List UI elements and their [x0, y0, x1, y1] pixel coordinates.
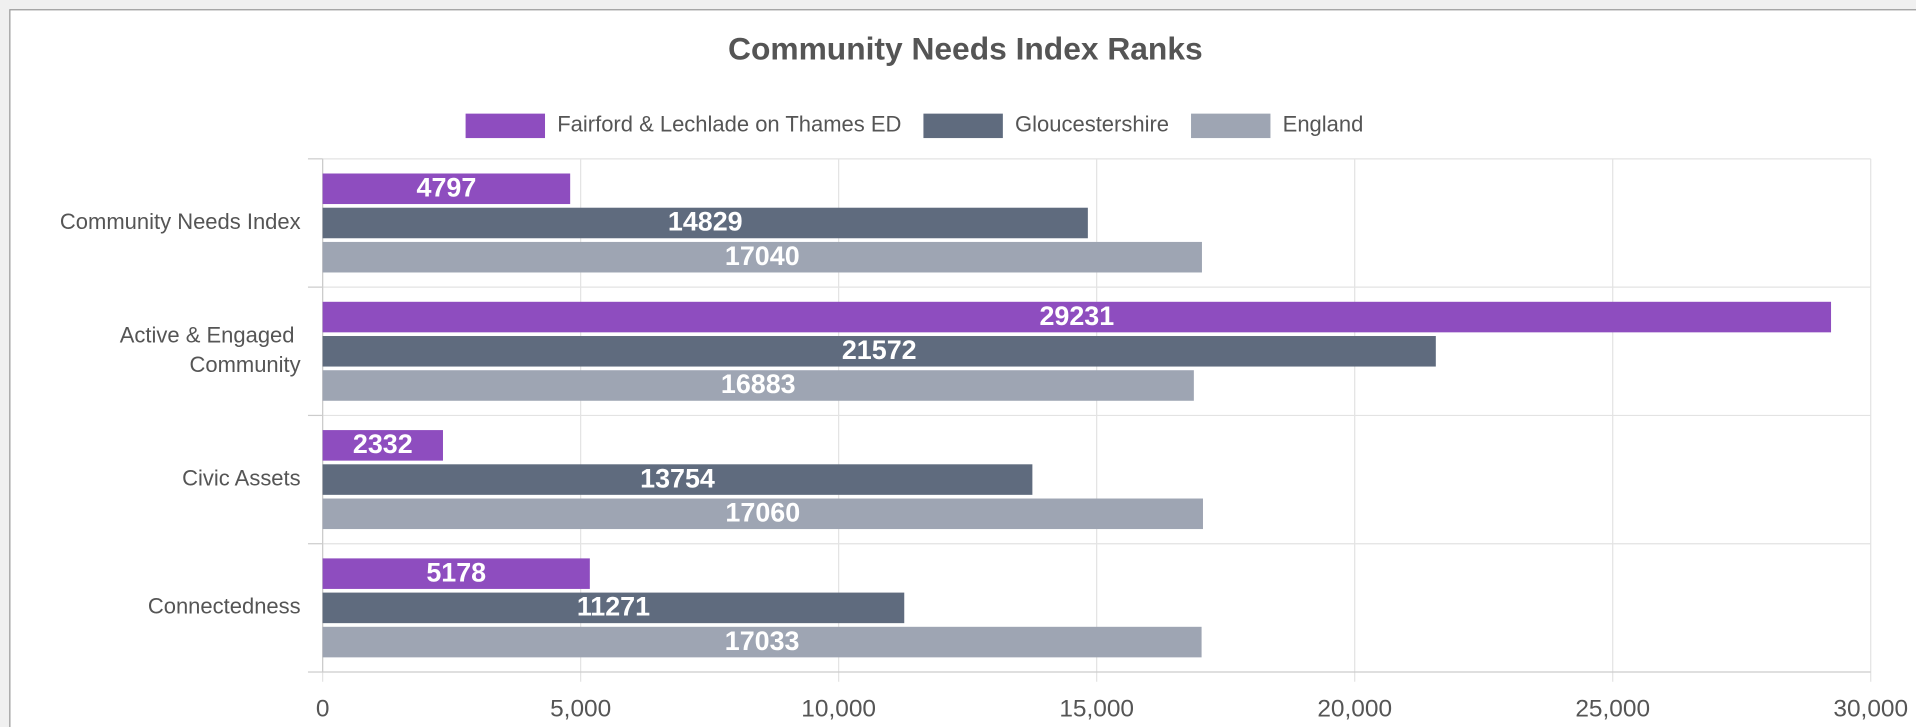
legend-label: Fairford & Lechlade on Thames ED	[557, 112, 901, 137]
bar	[322, 241, 1202, 273]
bar	[322, 498, 1203, 530]
bar	[322, 336, 1436, 367]
y-tick-label: Active & Engaged Community	[120, 322, 301, 376]
bar	[322, 464, 1033, 495]
value-label: 17033	[725, 626, 800, 656]
y-tick-label: Connectedness	[148, 594, 301, 619]
value-label: 2332	[353, 429, 413, 459]
value-label: 29231	[1039, 301, 1114, 331]
bar	[322, 558, 590, 589]
x-tick-label: 15,000	[1059, 695, 1134, 722]
legend-label: England	[1283, 112, 1364, 137]
value-label: 16883	[721, 369, 796, 399]
bar	[322, 207, 1088, 239]
x-tick-label: 10,000	[801, 695, 876, 722]
bar	[322, 370, 1194, 401]
legend-swatch	[923, 113, 1003, 139]
x-tick-label: 5,000	[550, 695, 611, 722]
value-label: 5178	[426, 557, 486, 587]
x-tick-label: 30,000	[1833, 695, 1908, 722]
bar	[322, 173, 571, 205]
bar	[322, 430, 443, 461]
bar	[322, 301, 1832, 333]
y-tick-label: Community Needs Index	[60, 209, 301, 234]
bar	[322, 626, 1202, 658]
value-label: 17040	[725, 241, 800, 271]
x-tick-label: 25,000	[1575, 695, 1650, 722]
value-label: 11271	[577, 592, 650, 622]
value-label: 13754	[640, 463, 715, 493]
chart-title: Community Needs Index Ranks	[728, 31, 1203, 67]
value-label: 17060	[725, 497, 800, 527]
y-tick-label: Civic Assets	[182, 465, 301, 490]
legend-label: Gloucestershire	[1015, 112, 1169, 137]
value-label: 4797	[417, 172, 477, 202]
legend-swatch	[1191, 113, 1271, 139]
legend-swatch	[465, 113, 546, 139]
x-tick-label: 0	[316, 695, 330, 722]
value-label: 21572	[842, 335, 917, 365]
x-tick-label: 20,000	[1317, 695, 1392, 722]
value-label: 14829	[668, 207, 743, 237]
bar	[322, 592, 905, 624]
